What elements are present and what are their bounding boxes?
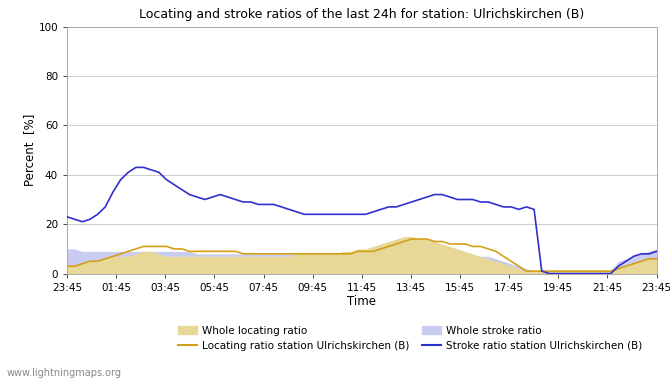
Y-axis label: Percent  [%]: Percent [%] bbox=[23, 114, 36, 186]
Title: Locating and stroke ratios of the last 24h for station: Ulrichskirchen (B): Locating and stroke ratios of the last 2… bbox=[139, 8, 584, 21]
Legend: Whole locating ratio, Locating ratio station Ulrichskirchen (B), Whole stroke ra: Whole locating ratio, Locating ratio sta… bbox=[178, 326, 643, 351]
X-axis label: Time: Time bbox=[347, 295, 377, 309]
Text: www.lightningmaps.org: www.lightningmaps.org bbox=[7, 368, 122, 378]
